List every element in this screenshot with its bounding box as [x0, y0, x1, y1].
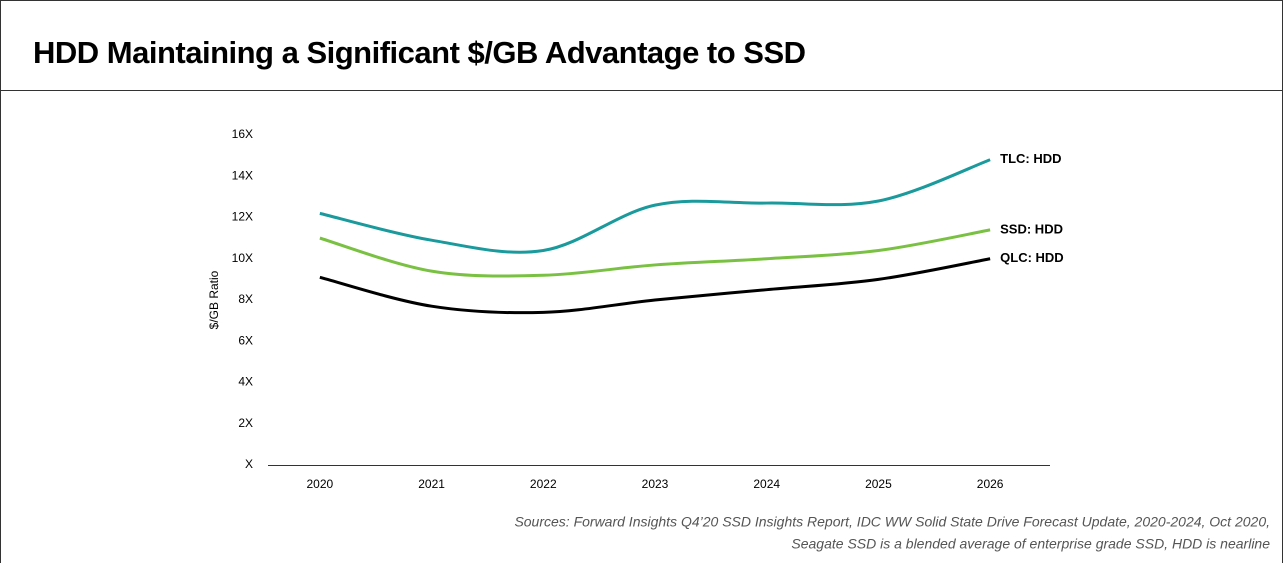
x-tick-label: 2024 — [753, 477, 780, 491]
y-axis-label: $/GB Ratio — [207, 270, 221, 329]
y-tick-label: 4X — [238, 375, 253, 389]
y-tick-label: 12X — [232, 210, 253, 224]
x-tick-label: 2025 — [865, 477, 892, 491]
y-tick-label: 2X — [238, 416, 253, 430]
x-tick-label: 2021 — [418, 477, 445, 491]
x-tick-label: 2023 — [642, 477, 669, 491]
series-label: SSD: HDD — [1000, 221, 1063, 236]
x-tick-label: 2026 — [977, 477, 1004, 491]
series-line — [319, 257, 991, 315]
source-note: Seagate SSD is a blended average of ente… — [791, 536, 1270, 552]
source-note: Sources: Forward Insights Q4’20 SSD Insi… — [514, 514, 1270, 530]
series-label: QLC: HDD — [1000, 250, 1064, 265]
y-tick-label: 14X — [232, 168, 253, 182]
chart-title: HDD Maintaining a Significant $/GB Advan… — [33, 35, 806, 70]
x-tick-label: 2020 — [307, 477, 334, 491]
series-label: TLC: HDD — [1000, 151, 1061, 166]
y-tick-label: 6X — [238, 333, 253, 347]
x-tick-label: 2022 — [530, 477, 557, 491]
y-tick-label: X — [245, 457, 253, 471]
series-line — [319, 158, 991, 254]
y-tick-label: 16X — [232, 127, 253, 141]
y-tick-label: 8X — [238, 292, 253, 306]
y-tick-label: 10X — [232, 251, 253, 265]
series-line — [319, 228, 991, 278]
